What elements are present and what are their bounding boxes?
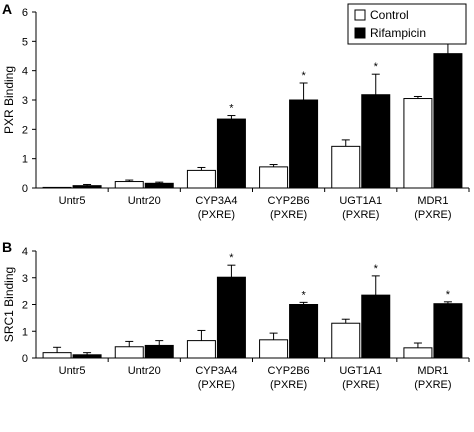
- panel-b-bar-control: [331, 322, 361, 359]
- panel-a-bar-rifampicin: [216, 118, 246, 189]
- panel-b-category-label: Untr20: [128, 365, 161, 377]
- panel-a-bar-control: [42, 186, 72, 189]
- panel-a-bar-rifampicin: [361, 94, 391, 189]
- legend-box: [347, 3, 467, 45]
- panel-b-significance-marker: *: [229, 252, 234, 264]
- panel-a-label: A: [2, 1, 12, 17]
- panel-b-category-label: UGT1A1: [339, 365, 382, 377]
- panel-a-y-tick-label: 4: [22, 66, 28, 78]
- panel-b-bar-control: [259, 339, 289, 359]
- panel-a-bar-control: [331, 145, 361, 189]
- panel-a-significance-marker: *: [374, 61, 379, 73]
- panel-a-y-tick-label: 2: [22, 124, 28, 136]
- legend-swatch-control: [354, 9, 366, 21]
- panel-b-bar-rifampicin: [361, 294, 391, 359]
- panel-b-significance-marker: *: [301, 289, 306, 301]
- legend: Control Rifampicin: [347, 3, 467, 45]
- panel-b-y-tick-label: 1: [22, 326, 28, 338]
- panel-b-category-label: Untr5: [59, 365, 86, 377]
- panel-b-y-tick-label: 3: [22, 273, 28, 285]
- panel-a-category-label: (PXRE): [198, 209, 235, 221]
- panel-a-category-label: Untr5: [59, 195, 86, 207]
- panel-b-bar-control: [186, 340, 216, 359]
- panel-b-category-label: CYP2B6: [267, 365, 309, 377]
- panel-b-category-label: MDR1: [417, 365, 448, 377]
- panel-b-bar-rifampicin: [289, 304, 319, 359]
- panel-b-label: B: [2, 239, 12, 255]
- panel-b-significance-marker: *: [446, 289, 451, 301]
- panel-a-y-tick-label: 3: [22, 95, 28, 107]
- panel-a-bar-rifampicin: [144, 182, 174, 189]
- panel-a-category-label: (PXRE): [342, 209, 379, 221]
- panel-b-category-label: CYP3A4: [195, 365, 237, 377]
- panel-b-bar-rifampicin: [216, 276, 246, 359]
- panel-a-y-tick-label: 5: [22, 36, 28, 48]
- panel-a-category-label: MDR1: [417, 195, 448, 207]
- panel-b-bar-control: [114, 346, 144, 359]
- panel-b-y-tick-label: 0: [22, 353, 28, 365]
- panel-b-significance-marker: *: [374, 263, 379, 275]
- panel-b-y-tick-label: 4: [22, 246, 28, 258]
- panel-a-y-axis-title: PXR Binding: [2, 66, 16, 134]
- panel-a-bar-rifampicin: [433, 53, 463, 189]
- panel-a-category-label: UGT1A1: [339, 195, 382, 207]
- panel-a-bar-control: [114, 181, 144, 189]
- panel-b-chart: B 0 1 2 3 4 SRC1 Binding Untr5 Untr20 * CYP3A4 (PXR…: [2, 239, 470, 391]
- panel-a-y-tick-label: 1: [22, 154, 28, 166]
- panel-a-significance-marker: *: [229, 103, 234, 115]
- panel-a-bar-control: [259, 166, 289, 189]
- panel-b-bar-control: [42, 352, 72, 359]
- panel-b-category-label: (PXRE): [198, 379, 235, 391]
- panel-a-category-label: CYP2B6: [267, 195, 309, 207]
- panel-a-bar-rifampicin: [289, 99, 319, 189]
- panel-a-category-label: (PXRE): [270, 209, 307, 221]
- panel-b-category-label: (PXRE): [414, 379, 451, 391]
- panel-a-y-tick-label: 0: [22, 183, 28, 195]
- panel-b-bar-rifampicin: [72, 354, 102, 359]
- panel-a-bar-rifampicin: [72, 185, 102, 189]
- legend-swatch-rifampicin: [354, 27, 366, 39]
- panel-a-y-tick-label: 6: [22, 7, 28, 19]
- panel-b-bar-control: [403, 347, 433, 359]
- panel-a-significance-marker: *: [301, 70, 306, 82]
- panel-a-category-label: (PXRE): [414, 209, 451, 221]
- legend-label-control: Control: [370, 8, 409, 22]
- panel-b-category-label: (PXRE): [270, 379, 307, 391]
- legend-label-rifampicin: Rifampicin: [370, 26, 426, 40]
- panel-b-bar-rifampicin: [144, 344, 174, 359]
- panel-b-bar-rifampicin: [433, 303, 463, 359]
- panel-b-y-tick-label: 2: [22, 300, 28, 312]
- panel-b-y-axis-title: SRC1 Binding: [2, 267, 16, 342]
- panel-b-category-label: (PXRE): [342, 379, 379, 391]
- panel-a-bar-control: [403, 98, 433, 189]
- panel-a-category-label: CYP3A4: [195, 195, 237, 207]
- panel-a-bar-control: [186, 169, 216, 189]
- panel-a-category-label: Untr20: [128, 195, 161, 207]
- panel-a-chart: A 0 1 2 3 4 5 6 PXR Binding Untr5 Untr20 * CYP3A4 (PX…: [2, 1, 470, 221]
